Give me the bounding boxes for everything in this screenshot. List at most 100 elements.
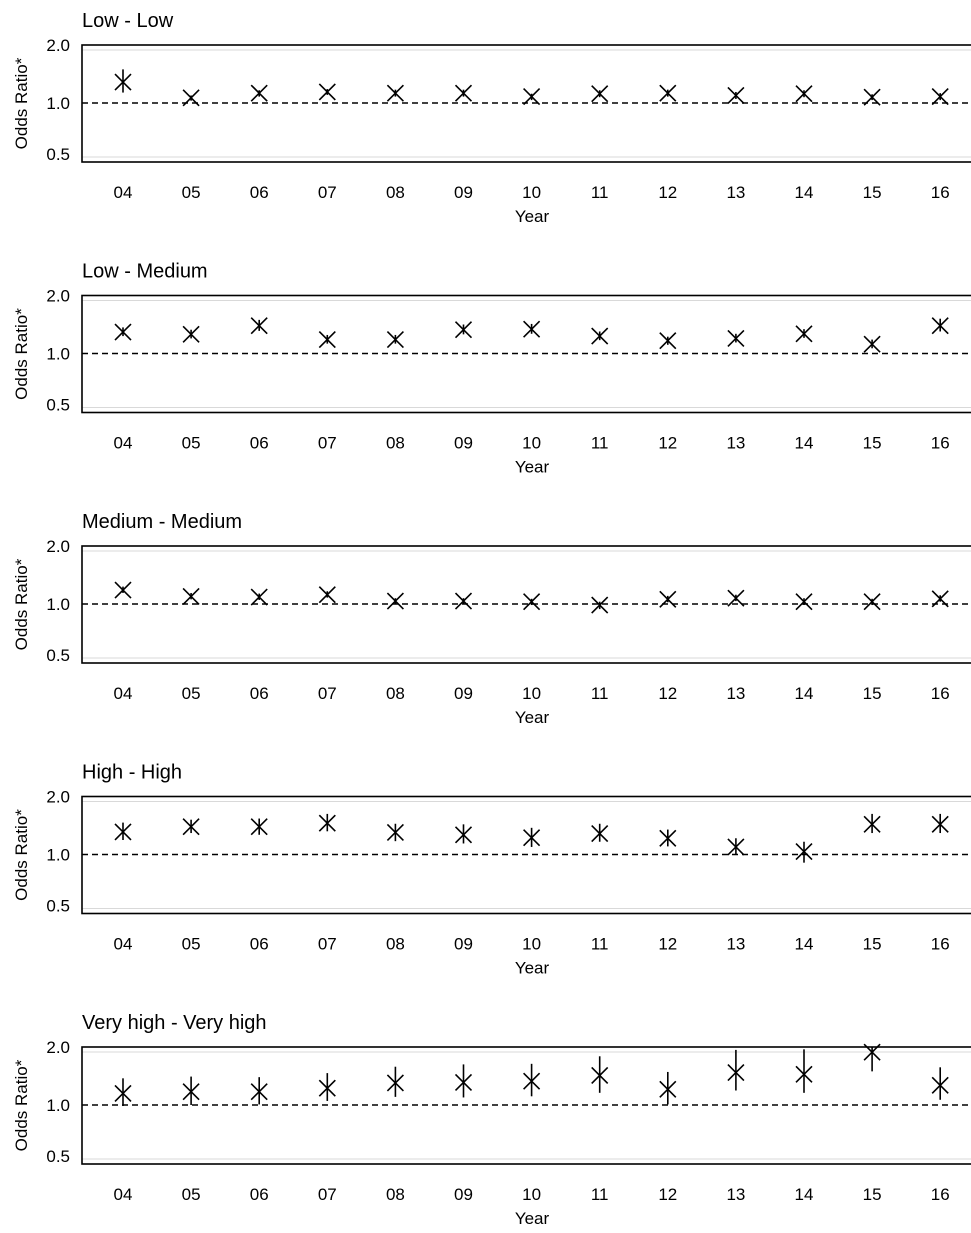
marker-stroke	[591, 1066, 609, 1084]
data-point	[318, 586, 336, 604]
marker-stroke	[863, 88, 881, 106]
y-tick-label: 2.0	[46, 287, 70, 306]
panels: Low - Low 2.0 1.0 0.5 Odds Ratio* 04 05 06 07 08 0…	[12, 10, 971, 1228]
marker-stroke	[182, 818, 200, 836]
data-point	[454, 592, 473, 610]
data-point	[931, 1076, 949, 1094]
y-tick-label: 0.5	[46, 646, 70, 665]
marker-stroke	[250, 588, 268, 606]
x-tick-label: 16	[931, 183, 950, 202]
marker-stroke	[523, 593, 541, 611]
marker-stroke	[659, 332, 677, 350]
x-tick-label: 09	[454, 434, 473, 453]
y-tick-label: 1.0	[46, 1096, 70, 1115]
data-point	[523, 593, 541, 611]
data-point	[114, 73, 132, 91]
data-point	[454, 321, 473, 339]
marker-stroke	[114, 73, 132, 91]
x-tick-label: 16	[931, 935, 950, 954]
marker-stroke	[591, 85, 609, 103]
x-tick-label: 04	[114, 935, 133, 954]
y-axis-label: Odds Ratio*	[12, 57, 31, 149]
data-point	[386, 823, 404, 842]
y-tick-label: 2.0	[46, 537, 70, 556]
x-tick-label: 15	[863, 684, 882, 703]
chart-panel: High - High 2.0 1.0 0.5 Odds Ratio* 04 05 06 07 0…	[12, 762, 971, 978]
marker-stroke	[863, 335, 881, 353]
data-point	[931, 590, 949, 608]
data-point	[659, 1080, 677, 1098]
marker-stroke	[795, 1065, 813, 1083]
marker-stroke	[114, 1084, 132, 1102]
data-point	[931, 88, 949, 106]
y-tick-label: 0.5	[46, 145, 70, 164]
data-point	[386, 1074, 404, 1092]
marker-stroke	[659, 829, 677, 847]
x-tick-label: 16	[931, 1185, 950, 1204]
x-tick-label: 05	[182, 684, 201, 703]
x-tick-label: 07	[318, 183, 337, 202]
data-point	[318, 331, 336, 349]
x-tick-label: 12	[658, 684, 677, 703]
data-point	[795, 1065, 813, 1083]
x-tick-label: 11	[591, 684, 609, 703]
y-tick-label: 1.0	[46, 345, 70, 364]
marker-stroke	[318, 331, 336, 349]
marker-stroke	[795, 843, 813, 861]
data-point	[386, 592, 404, 610]
x-tick-label: 12	[658, 434, 677, 453]
marker-stroke	[386, 1074, 404, 1092]
data-point	[591, 1066, 609, 1084]
data-point	[931, 317, 949, 335]
marker-stroke	[931, 1076, 949, 1094]
data-point	[250, 1083, 268, 1101]
data-point	[114, 323, 132, 341]
marker-stroke	[318, 83, 336, 101]
chart-panel: Very high - Very high 2.0 1.0 0.5 Odds Ratio…	[12, 1012, 971, 1228]
marker-stroke	[318, 1079, 336, 1097]
y-tick-label: 0.5	[46, 396, 70, 415]
marker-stroke	[659, 84, 677, 102]
x-axis-label: Year	[515, 207, 550, 226]
chart-panel: Medium - Medium 2.0 1.0 0.5 Odds Ratio* 04 05 0…	[12, 511, 971, 727]
x-axis-label: Year	[515, 1209, 550, 1228]
marker-stroke	[250, 317, 268, 335]
marker-stroke	[454, 826, 473, 844]
marker-stroke	[863, 1043, 881, 1061]
data-point	[182, 325, 200, 343]
data-point	[591, 85, 609, 103]
x-tick-label: 06	[250, 1185, 269, 1204]
x-tick-label: 09	[454, 1185, 473, 1204]
marker-stroke	[523, 1072, 541, 1090]
data-point	[182, 89, 200, 107]
marker-stroke	[114, 581, 132, 599]
x-tick-label: 12	[658, 183, 677, 202]
marker-stroke	[386, 331, 404, 349]
x-tick-label: 16	[931, 434, 950, 453]
data-point	[318, 1079, 336, 1097]
x-tick-label: 04	[114, 1185, 133, 1204]
marker-stroke	[386, 84, 404, 102]
data-point	[863, 1043, 881, 1061]
marker-stroke	[727, 838, 745, 856]
marker-stroke	[386, 823, 404, 842]
marker-stroke	[931, 590, 949, 608]
data-point	[659, 84, 677, 102]
data-point	[250, 84, 268, 102]
data-point	[386, 331, 404, 349]
x-tick-label: 11	[591, 434, 609, 453]
data-point	[523, 320, 541, 338]
x-tick-label: 09	[454, 183, 473, 202]
data-point	[182, 587, 200, 606]
x-tick-label: 13	[726, 183, 745, 202]
data-point	[591, 825, 609, 843]
x-tick-label: 14	[795, 935, 814, 954]
data-point	[182, 818, 200, 836]
x-tick-label: 14	[795, 434, 814, 453]
y-tick-label: 2.0	[46, 36, 70, 55]
marker-stroke	[182, 89, 200, 107]
y-axis-label: Odds Ratio*	[12, 308, 31, 400]
y-tick-label: 0.5	[46, 1147, 70, 1166]
data-point	[795, 325, 813, 343]
x-tick-label: 15	[863, 434, 882, 453]
